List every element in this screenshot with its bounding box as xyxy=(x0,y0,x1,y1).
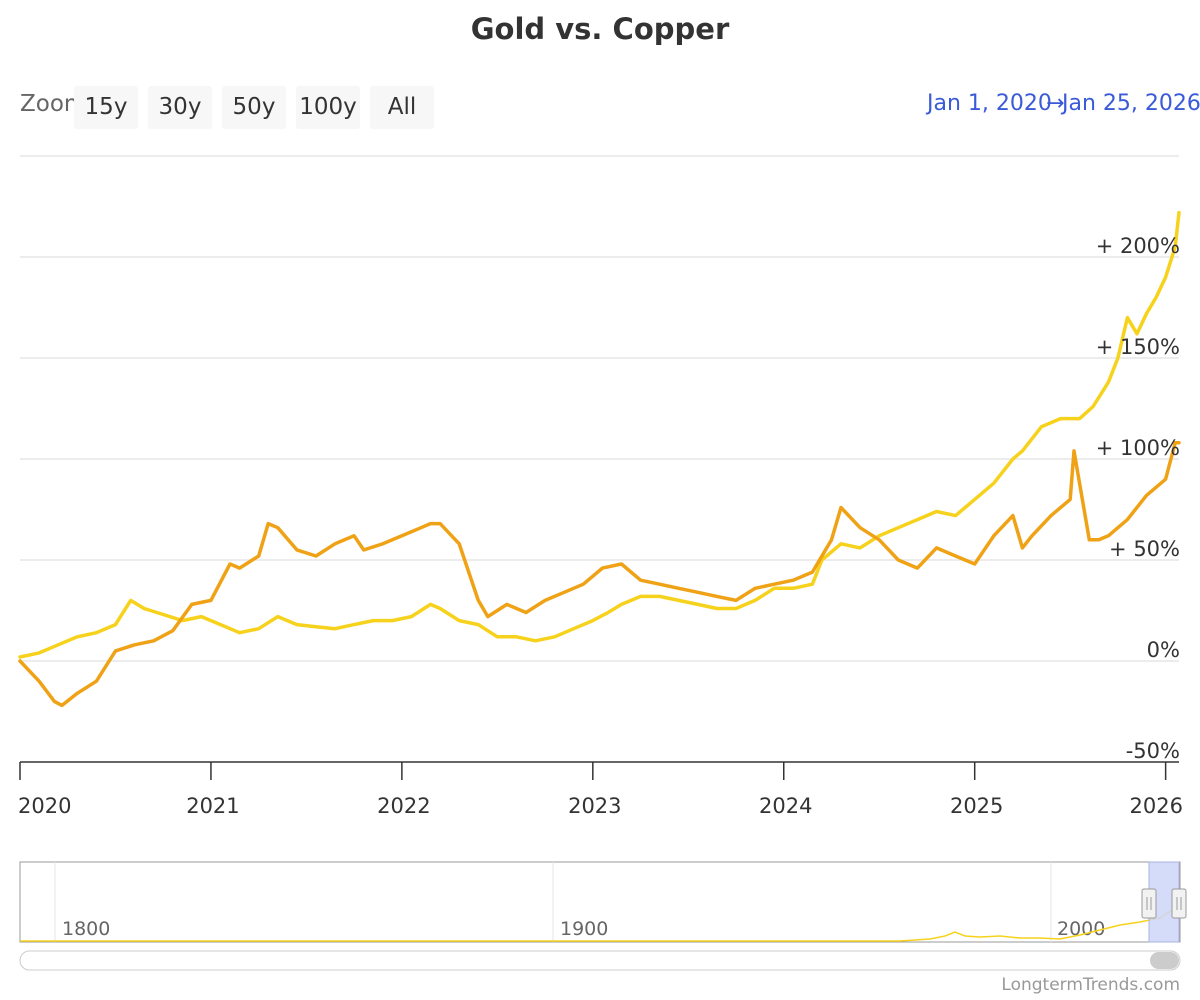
range-to-input[interactable]: Jan 25, 2026 xyxy=(1062,91,1200,116)
x-axis: 2020 2021 2022 2023 2024 2025 2026 xyxy=(18,761,1183,818)
series-lines xyxy=(18,210,1181,708)
navigator-right-handle[interactable] xyxy=(1171,888,1187,919)
navigator-tick-1800: 1800 xyxy=(62,918,110,940)
source-credit: LongtermTrends.com xyxy=(1001,975,1180,995)
scrollbar-track[interactable] xyxy=(19,950,1181,971)
x-tick-label: 2024 xyxy=(759,794,812,818)
y-tick-label: + 200% xyxy=(1096,234,1180,258)
x-tick-label: 2023 xyxy=(568,794,621,818)
x-tick-label: 2021 xyxy=(186,794,239,818)
zoom-100y-button[interactable]: 100y xyxy=(296,86,360,129)
scrollbar-thumb[interactable] xyxy=(1150,952,1179,969)
x-tick-label: 2026 xyxy=(1130,794,1183,818)
grid-lines xyxy=(20,155,1179,662)
navigator-tick-1900: 1900 xyxy=(560,918,608,940)
range-from-input[interactable]: Jan 1, 2020 xyxy=(927,91,1052,116)
navigator: 1800 1900 2000 LongtermTrends.com xyxy=(19,861,1187,995)
y-tick-label: + 50% xyxy=(1109,537,1180,561)
y-tick-label: + 100% xyxy=(1096,436,1180,460)
x-tick-label: 2025 xyxy=(950,794,1003,818)
zoom-label: Zoom xyxy=(20,91,74,117)
zoom-30y-button[interactable]: 30y xyxy=(148,86,212,129)
y-tick-label: -50% xyxy=(1126,739,1180,763)
navigator-left-handle[interactable] xyxy=(1141,888,1157,919)
zoom-50y-button[interactable]: 50y xyxy=(222,86,286,129)
x-tick-label: 2022 xyxy=(377,794,430,818)
zoom-all-button[interactable]: All xyxy=(370,86,434,129)
navigator-tick-2000: 2000 xyxy=(1057,918,1105,940)
y-tick-label: + 150% xyxy=(1096,335,1180,359)
y-tick-label: 0% xyxy=(1147,638,1180,662)
chart-title: Gold vs. Copper xyxy=(470,12,730,46)
y-axis-labels: -50% 0% + 50% + 100% + 150% + 200% xyxy=(1096,234,1180,763)
copper-series-line xyxy=(18,441,1181,708)
navigator-series xyxy=(20,904,1181,942)
gold-series-line xyxy=(18,210,1181,659)
zoom-15y-button[interactable]: 15y xyxy=(74,86,138,129)
range-separator: → xyxy=(1046,91,1065,116)
x-tick-label: 2020 xyxy=(18,794,71,818)
